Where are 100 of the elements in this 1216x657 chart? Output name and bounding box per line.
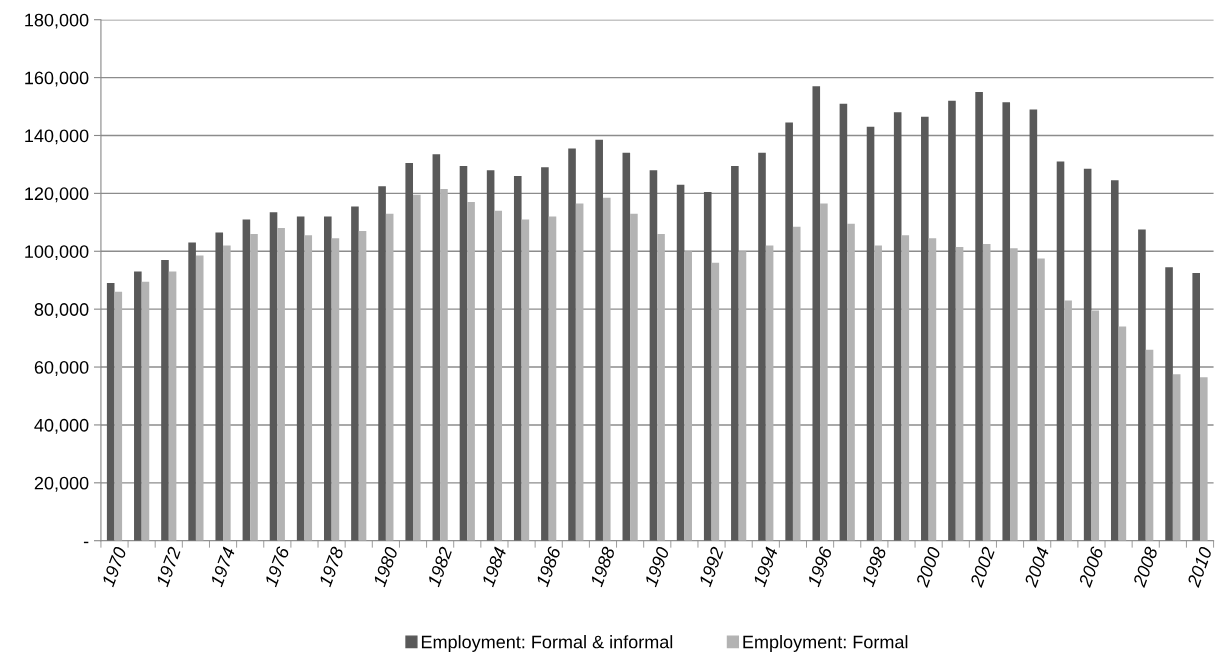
x-tick-label: 1994: [752, 546, 779, 588]
bar: [866, 126, 875, 541]
bar: [161, 259, 169, 541]
x-tick-label: 1980: [372, 545, 399, 588]
bar: [134, 271, 142, 541]
y-tick-label: -: [83, 541, 89, 544]
x-tick-label: 1978: [318, 545, 345, 588]
x-tick-label: 1972: [155, 545, 182, 588]
bar: [324, 216, 332, 541]
bar: [812, 86, 821, 541]
bar: [269, 212, 278, 541]
bar: [486, 170, 495, 541]
bar: [277, 228, 285, 541]
bar: [703, 191, 712, 541]
bar: [901, 235, 910, 541]
bar: [413, 194, 421, 541]
bar: [676, 184, 685, 541]
bar: [1002, 102, 1011, 541]
bar: [1145, 349, 1154, 541]
bar: [1037, 258, 1045, 541]
x-tick-label: 2006: [1078, 545, 1104, 588]
x-tick-label: 2002: [969, 545, 996, 588]
bar: [331, 238, 340, 541]
bar: [1029, 109, 1038, 541]
bar: [494, 210, 503, 541]
bar: [1110, 180, 1119, 541]
x-tick-label: 1970: [101, 545, 127, 588]
y-tick-label: 140,000: [25, 129, 89, 145]
bar: [548, 216, 557, 541]
x-tick-label: 1986: [535, 545, 562, 588]
bar: [304, 235, 313, 541]
bar: [765, 245, 774, 541]
bar: [839, 103, 848, 541]
bar: [195, 255, 204, 541]
y-tick-label: 80,000: [34, 303, 89, 319]
bar: [982, 244, 991, 541]
bar: [948, 100, 956, 541]
bar: [188, 242, 196, 541]
bar: [893, 112, 902, 541]
bar: [955, 246, 964, 541]
bar: [513, 176, 522, 541]
bar: [521, 219, 530, 541]
bar: [649, 170, 658, 541]
x-tick-label: 1974: [209, 546, 236, 588]
bar: [141, 281, 150, 541]
bar: [215, 232, 224, 541]
y-tick-label: 20,000: [34, 476, 89, 492]
y-tick-label: 160,000: [25, 71, 89, 87]
bar: [385, 213, 394, 541]
bar: [847, 223, 855, 541]
bar: [1091, 310, 1100, 541]
y-tick-label: 40,000: [34, 418, 89, 434]
bar: [921, 116, 929, 541]
bar: [296, 216, 305, 541]
bar: [378, 186, 386, 541]
bar: [358, 231, 367, 541]
bar: [975, 92, 983, 541]
bar: [1118, 326, 1127, 541]
bar: [1192, 272, 1200, 541]
bar: [432, 154, 441, 541]
bar: [114, 291, 123, 541]
bar: [731, 165, 739, 541]
bar: [684, 251, 692, 541]
bar: [1172, 374, 1181, 541]
x-tick-label: 2010: [1186, 545, 1213, 588]
bar: [1165, 267, 1173, 541]
bar: [242, 219, 251, 541]
legend-label: Employment: Formal & informal: [421, 635, 673, 652]
bar: [738, 251, 747, 541]
y-tick-label: 180,000: [25, 13, 89, 29]
y-tick-label: 100,000: [25, 245, 89, 261]
bar: [459, 165, 468, 541]
x-tick-label: 2000: [915, 545, 942, 588]
x-tick-label: 1976: [264, 545, 290, 588]
bar: [575, 203, 584, 541]
bar: [874, 245, 882, 541]
bar: [657, 233, 665, 541]
legend-label: Employment: Formal: [743, 635, 908, 652]
bar: [622, 152, 631, 541]
bar: [758, 152, 766, 541]
bar: [928, 238, 937, 541]
bar: [785, 122, 793, 541]
bar: [1064, 300, 1072, 541]
bar: [1083, 168, 1092, 541]
bar: [1010, 248, 1018, 541]
x-tick-label: 1992: [698, 545, 724, 588]
bar: [568, 148, 576, 541]
bar: [602, 197, 611, 541]
x-tick-label: 2008: [1132, 545, 1159, 588]
x-tick-label: 1998: [861, 545, 887, 588]
bar: [792, 226, 801, 541]
bar: [223, 245, 231, 541]
bar: [711, 262, 720, 541]
bar: [595, 139, 603, 541]
x-tick-label: 1988: [589, 545, 616, 588]
y-tick-label: 120,000: [25, 187, 89, 203]
x-tick-label: 1996: [806, 545, 833, 588]
bar: [250, 233, 258, 541]
x-tick-label: 1982: [427, 545, 453, 588]
x-tick-label: 2004: [1023, 546, 1050, 588]
